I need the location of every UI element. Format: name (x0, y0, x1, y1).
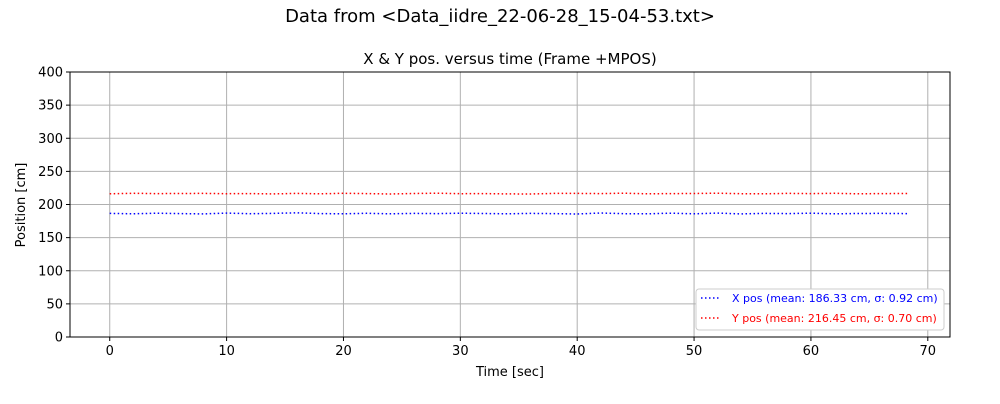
y-tick-label: 150 (38, 231, 63, 246)
x-tick-label: 0 (106, 344, 114, 359)
legend-x-label: X pos (mean: 186.33 cm, σ: 0.92 cm) (732, 292, 938, 305)
x-tick-label: 70 (920, 344, 937, 359)
y-axis-label: Position [cm] (14, 163, 29, 248)
legend: X pos (mean: 186.33 cm, σ: 0.92 cm) Y po… (695, 288, 945, 331)
y-tick-label: 400 (38, 66, 63, 81)
x-axis-label: Time [sec] (475, 365, 544, 380)
y-tick-label: 300 (38, 132, 63, 147)
x-pos-series-line (109, 212, 908, 215)
figure-suptitle: Data from <Data_iidre_22-06-28_15-04-53.… (285, 6, 715, 27)
y-tick-label: 200 (38, 198, 63, 213)
y-tick-label: 250 (38, 165, 63, 180)
y-pos-series-line (109, 192, 908, 195)
x-tick-label: 60 (803, 344, 820, 359)
y-tick-label: 50 (46, 297, 63, 312)
y-tick-label: 100 (38, 264, 63, 279)
series-layer (109, 192, 908, 215)
legend-box (695, 288, 945, 331)
x-tick-label: 50 (686, 344, 703, 359)
x-tick-label: 20 (335, 344, 352, 359)
axis-ticks: 0 10 20 30 40 50 60 70 0 50 100 150 200 250 300 350 400 (38, 66, 936, 360)
chart-title: X & Y pos. versus time (Frame +MPOS) (363, 50, 656, 68)
x-tick-label: 30 (452, 344, 469, 359)
y-tick-label: 0 (55, 331, 63, 346)
x-tick-label: 10 (218, 344, 235, 359)
y-tick-label: 350 (38, 99, 63, 114)
legend-y-label: Y pos (mean: 216.45 cm, σ: 0.70 cm) (731, 312, 937, 325)
x-tick-label: 40 (569, 344, 586, 359)
